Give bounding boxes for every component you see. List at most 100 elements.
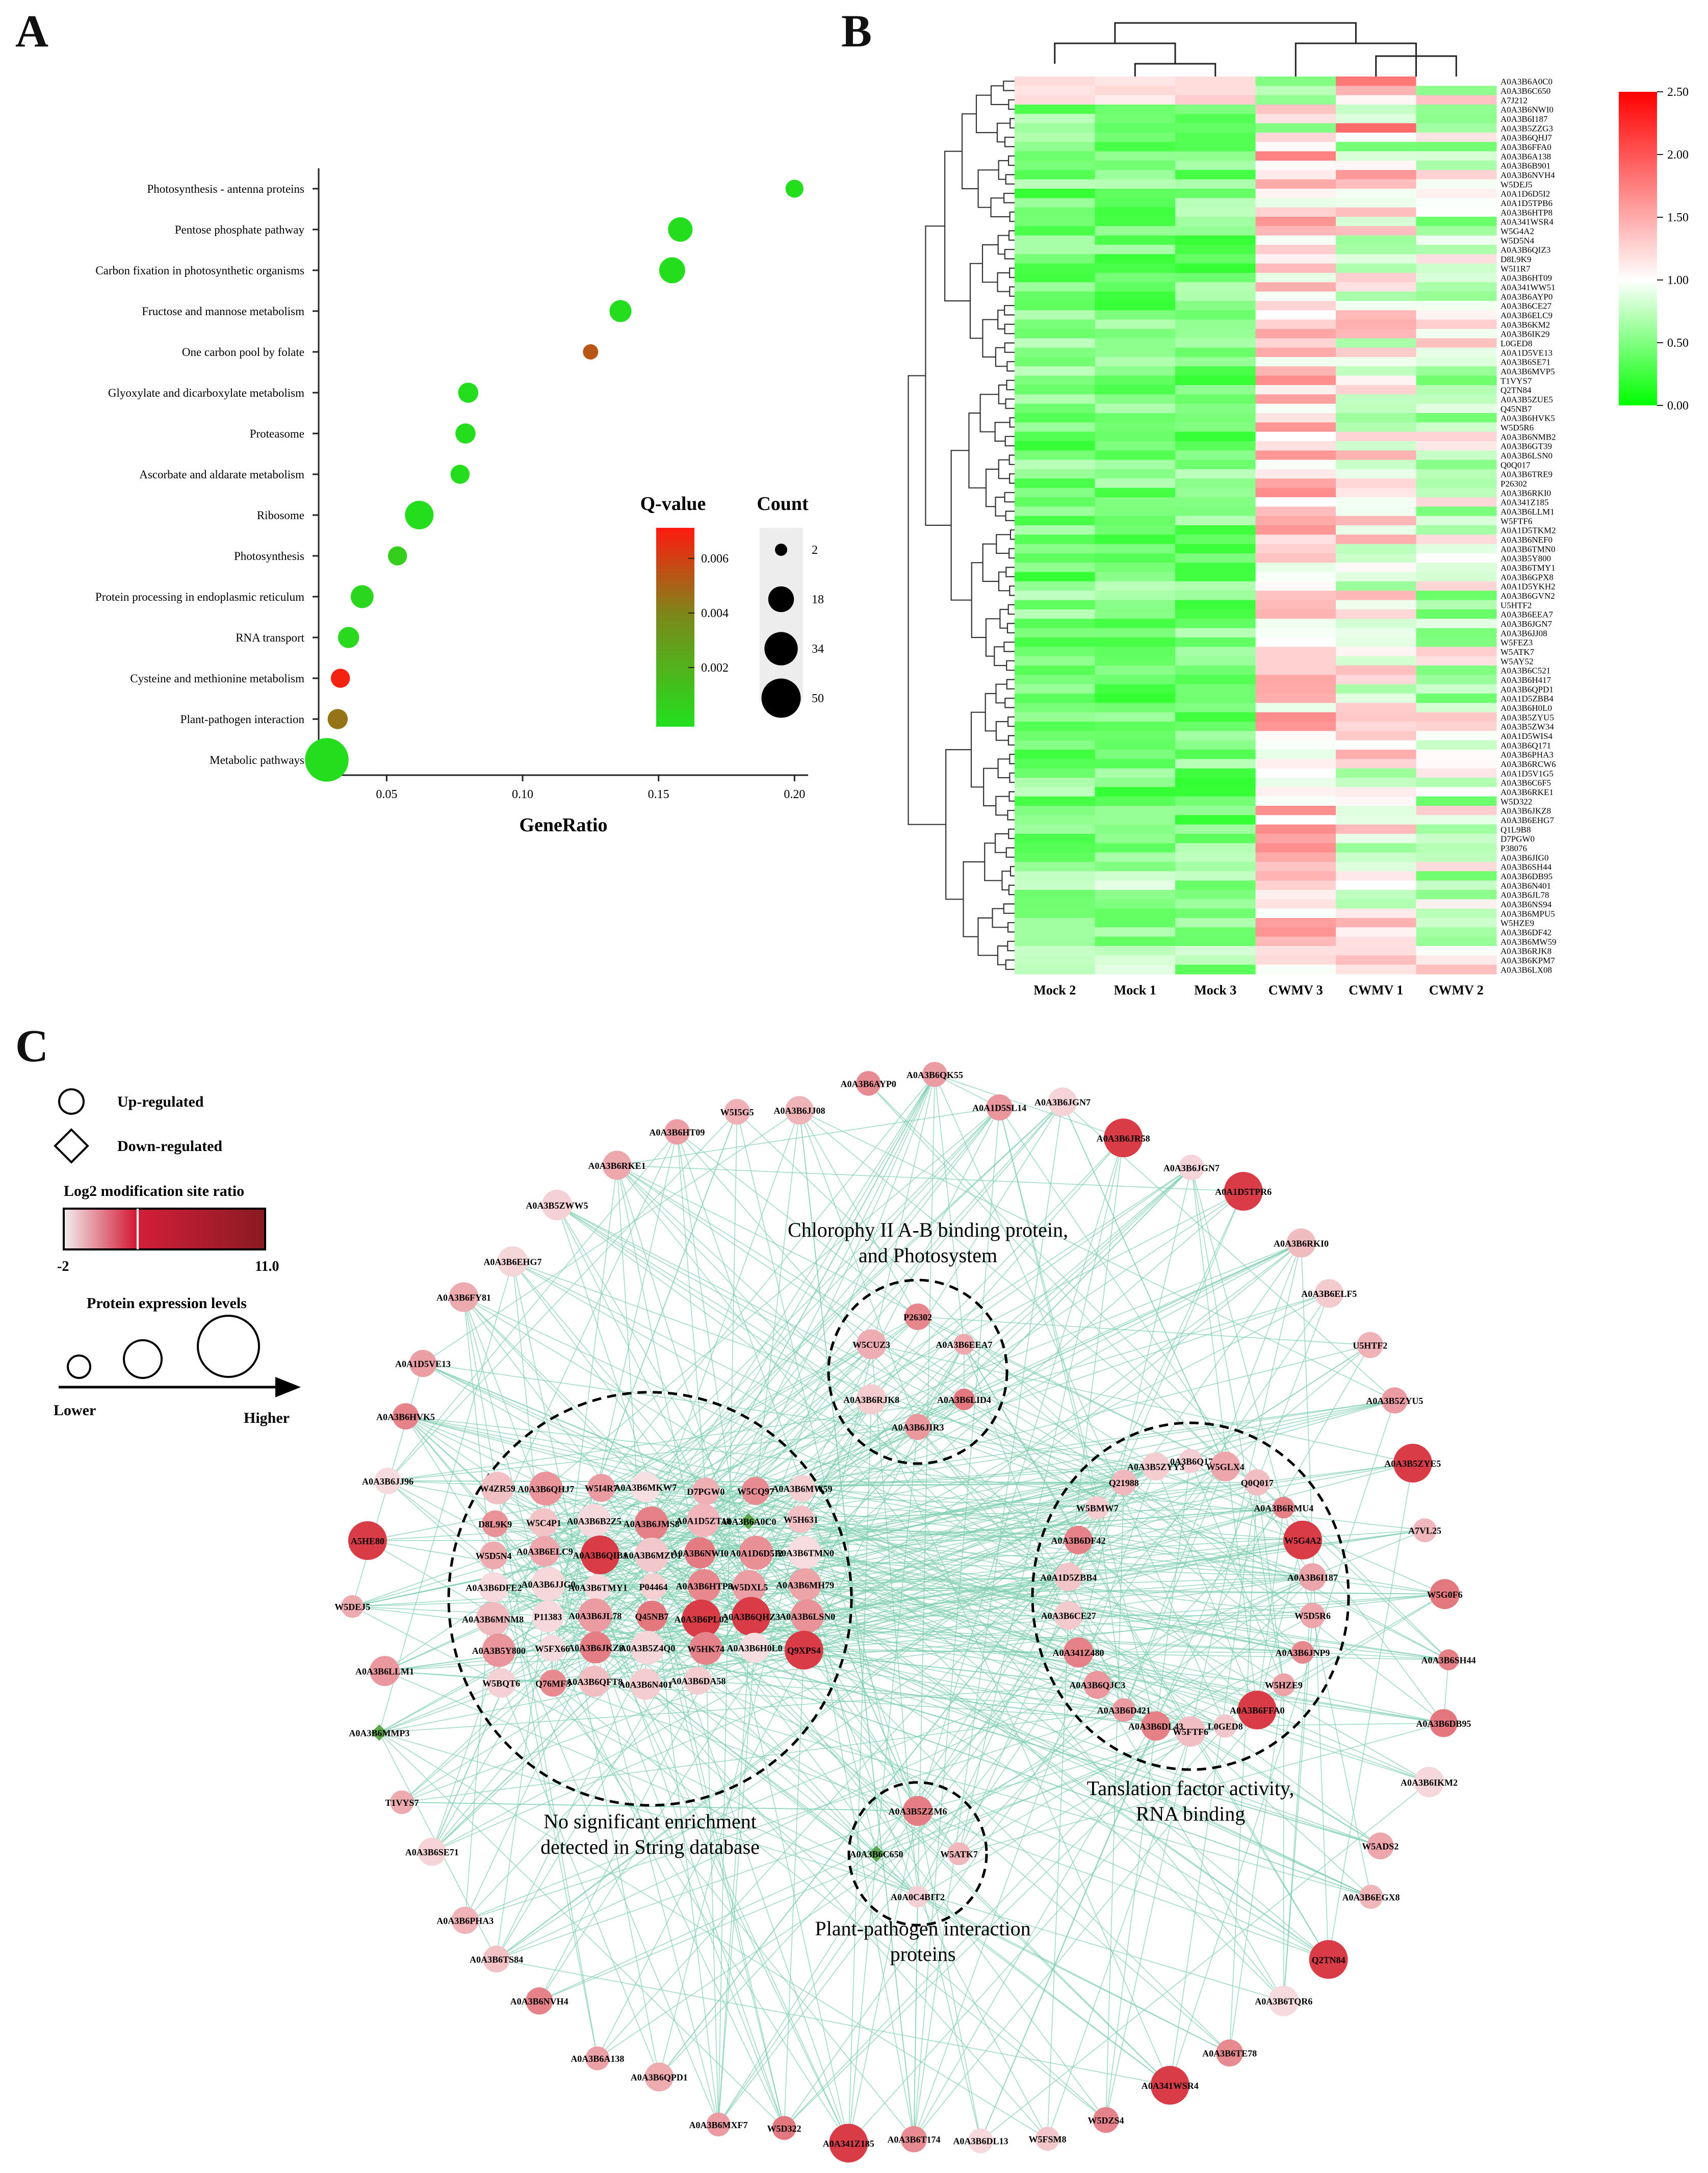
b-heatmap-cell [1015,189,1096,198]
c-network-edge [1283,1615,1313,2001]
c-network-edge [543,1344,872,1523]
c-node-label: A0A3B6MKW7 [614,1482,677,1493]
a-y-tick-label: Ascorbate and aldarate metabolism [139,468,304,481]
c-node-label: D7PGW0 [687,1487,724,1497]
c-legend-higher-label: Higher [244,1410,290,1426]
c-network-edge [652,1554,1329,1960]
b-row-dendrogram-link [971,562,986,638]
c-network-edge [492,1619,502,1683]
b-heatmap-cell [1175,918,1256,928]
c-network-edge [697,1520,704,1681]
c-legend-size-small [67,1354,91,1379]
b-heatmap-cell [1095,114,1176,124]
b-heatmap-cell [1416,450,1497,461]
b-row-dendrogram-link [1008,791,1015,802]
c-node-label: A0A3B6AYP0 [841,1079,896,1089]
c-network-edge [917,1725,1226,1811]
c-network-edge [1078,1540,1258,1710]
c-network-edge [677,1132,752,1617]
c-network-edge [601,1487,1069,1578]
c-node-up-regulated [1438,1649,1459,1671]
c-network-edge [546,1107,1000,1489]
b-heatmap-cell [1095,834,1176,843]
b-heatmap-cell [1015,852,1096,862]
c-network-edge [499,1615,596,1651]
c-network-edge [917,1344,965,1427]
b-heatmap-cell [1175,413,1256,423]
c-network-edge [645,1102,1063,1488]
b-heatmap-cell [1015,880,1096,890]
b-heatmap-cell [1416,347,1497,357]
c-network-edge [352,1606,1303,1653]
b-heatmap-cell [1175,179,1256,189]
c-node-label: P04464 [639,1582,668,1592]
b-heatmap-cell [1095,553,1176,563]
a-y-tick-label: Fructose and mannose metabolism [142,305,304,318]
c-network-edge [601,1487,1303,1541]
b-heatmap-cell [1095,319,1176,329]
c-node-up-regulated [1309,1940,1348,1979]
c-network-edge [784,1650,805,2128]
c-node-up-regulated [785,1096,814,1125]
b-heatmap-cell [1255,488,1336,498]
b-row-label: A0A3B6JIG0 [1500,853,1548,862]
b-heatmap-cell [1095,890,1176,900]
c-node-label: A0A3B6JL78 [568,1611,622,1621]
b-heatmap-cell [1336,366,1417,376]
b-heatmap-cell [1416,366,1497,376]
c-network-edge [1225,1344,1370,1467]
c-network-edge [616,1165,705,1586]
c-network-edge [754,1616,808,1648]
b-colorbar-tick-label: 1.50 [1667,211,1689,224]
b-row-label: A0A3B6B901 [1500,161,1550,171]
c-network-edge [754,1647,1449,1660]
b-heatmap-cell [1416,899,1497,909]
b-row-label: A0A3B6RKI0 [1500,488,1551,498]
b-heatmap-cell [1336,768,1417,778]
c-network-edge [544,1522,1313,1578]
b-heatmap-cell [1336,142,1417,152]
b-row-dendrogram-link [1005,398,1015,409]
c-network-edge [751,1167,1192,1617]
b-heatmap-cell [1416,927,1497,937]
b-heatmap-cell [1095,572,1176,582]
c-node-up-regulated [856,1384,887,1415]
c-network-edge [495,1523,1257,1710]
b-heatmap-cell [1416,217,1497,226]
b-row-dendrogram-link [997,235,1010,255]
c-node-up-regulated [1357,1332,1383,1359]
c-network-edge [1124,1461,1191,1483]
c-network-edge [1190,1731,1329,1960]
b-heatmap-cell [1336,488,1417,498]
c-network-edge [497,1488,704,1521]
c-network-edge [677,1131,1069,1577]
c-node-label: A0A3B6EGX8 [1342,1892,1400,1902]
c-network-edge [754,1647,1098,1685]
c-network-edge [1229,1684,1284,2053]
b-heatmap-cell [1095,459,1176,470]
c-cluster-outline [827,1279,1008,1465]
b-row-label: A0A3B6JL78 [1500,890,1549,900]
c-node-label: A0A3B6JKZ8 [568,1643,624,1653]
b-heatmap-cell [1416,394,1497,404]
b-heatmap-cell [1255,525,1336,535]
b-heatmap-cell [1095,488,1176,498]
b-row-dendrogram-link [997,310,1005,330]
c-node-up-regulated [497,1246,528,1277]
c-node-label: A7VL25 [1408,1526,1441,1536]
b-row-dendrogram-link [1007,604,1015,615]
c-node-up-regulated [772,2116,796,2140]
c-network-edge [677,1132,707,1492]
c-network-edge [593,1520,705,1586]
b-heatmap-cell [1015,768,1096,778]
b-column-dendrogram-link [1375,55,1457,76]
b-heatmap-cell [1255,431,1336,442]
b-heatmap-cell [1255,394,1336,404]
b-heatmap-cell [1336,525,1417,535]
b-heatmap-cell [1175,319,1256,329]
b-row-label: A0A3B6MPU5 [1500,909,1555,918]
c-network-edge [804,1466,1156,1553]
b-row-label: A0A3B6MVP5 [1500,367,1555,376]
b-heatmap-cell [1095,469,1176,479]
c-network-edge [800,1519,1329,1960]
